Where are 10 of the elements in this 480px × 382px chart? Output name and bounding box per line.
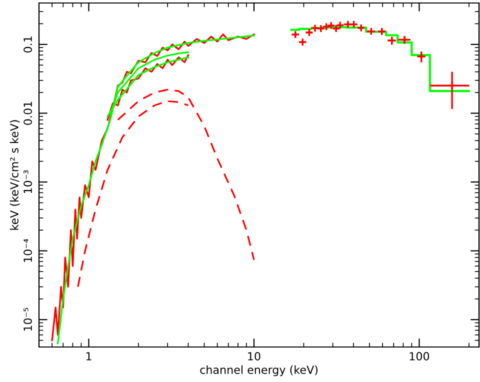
y-tick-label: 0.1 <box>24 36 32 53</box>
x-tick-label: 1 <box>86 352 92 360</box>
y-axis-title: keV (keV/cm² s keV) <box>10 120 20 230</box>
y-tick-label: 10⁻³ <box>24 170 32 194</box>
y-tick-label: 10⁻⁴ <box>24 238 32 262</box>
y-tick-label: 0.01 <box>24 102 32 125</box>
x-axis-title: channel energy (keV) <box>200 365 318 376</box>
x-tick-label: 10 <box>248 352 260 360</box>
y-tick-label: 10⁻⁵ <box>24 308 32 331</box>
x-tick-label: 100 <box>410 352 430 360</box>
